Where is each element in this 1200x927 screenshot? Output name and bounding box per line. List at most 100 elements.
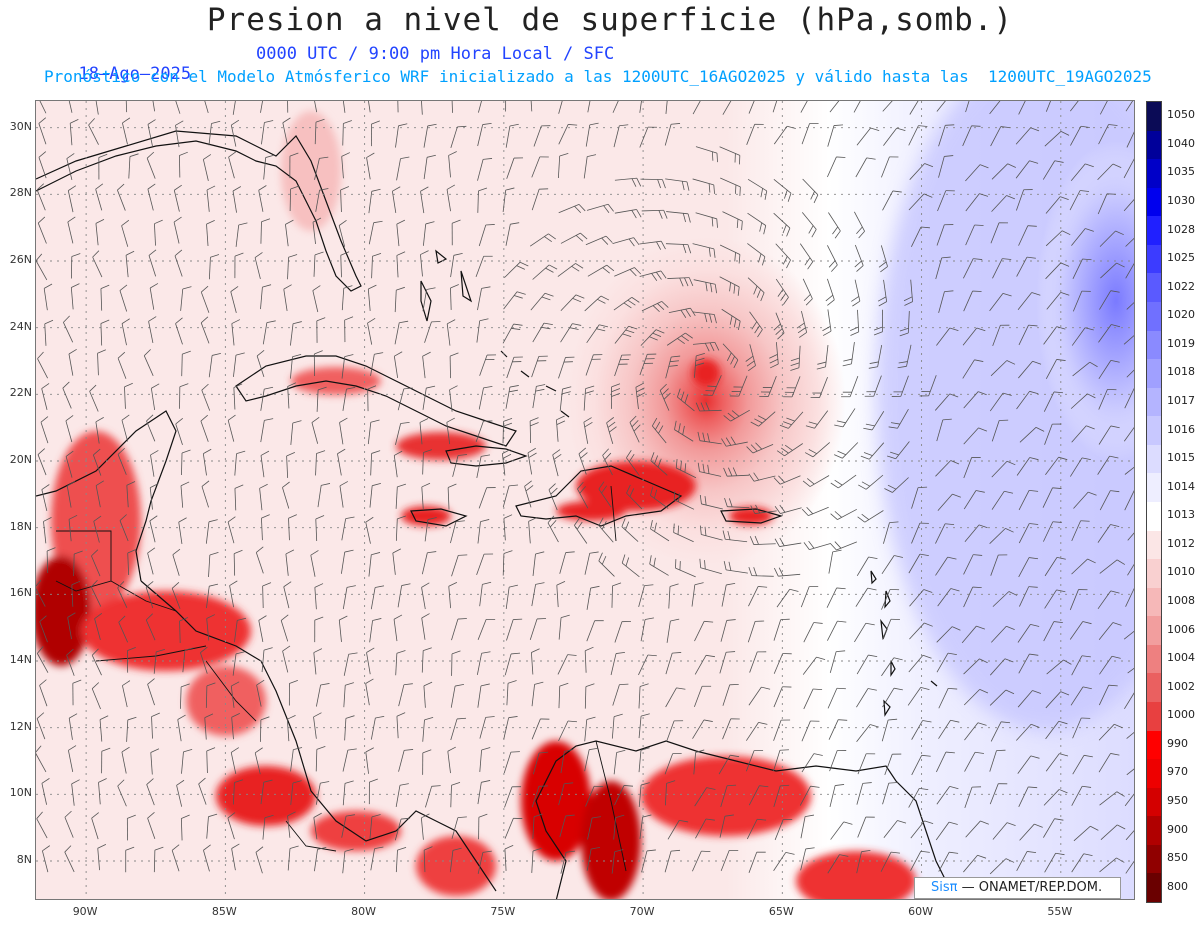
wind-barb [338,615,348,642]
pressure-map [35,100,1135,900]
colorbar-segment [1147,302,1161,332]
wind-barb [583,417,593,444]
wind-barb [639,353,657,376]
wind-barb [1071,558,1096,575]
wind-barb [285,549,295,576]
wind-barb [586,324,609,344]
wind-barb [367,419,380,445]
wind-barb [989,658,1014,676]
wind-barb [1045,691,1070,709]
wind-barb [147,812,156,840]
colorbar-label: 1035 [1167,165,1195,179]
wind-barb [891,375,909,397]
colorbar-segment [1147,530,1161,560]
wind-barb [881,588,900,610]
wind-barb [205,682,216,708]
credit-text: — ONAMET/REP.DOM. [957,880,1103,895]
wind-barb [63,315,74,343]
wind-barb [750,411,776,427]
wind-barb [90,579,102,607]
wind-barb [773,618,790,641]
wind-barb [260,218,271,244]
wind-barb [584,683,595,709]
wind-barb [1097,163,1122,181]
lon-label: 55W [1047,905,1073,918]
wind-barb [639,101,642,113]
wind-barb [425,785,441,808]
wind-barb [234,484,244,511]
wind-barb [963,658,988,675]
wind-barb [614,620,631,643]
wind-barb [200,285,210,313]
wind-barb [451,219,461,246]
wind-barb [834,442,859,459]
wind-barb [746,722,768,741]
wind-barb [72,679,82,706]
wind-barb [611,383,621,409]
colorbar-segment [1147,702,1161,732]
colorbar-label: 1018 [1167,365,1195,379]
wind-barb [366,152,375,180]
wind-barb [282,645,291,673]
wind-barb [532,751,549,775]
wind-barb [68,101,73,113]
wind-barb [315,683,330,707]
wind-barb [479,747,491,772]
wind-barb [233,549,243,576]
wind-barb [827,156,846,178]
wind-barb [639,814,652,839]
wind-barb [531,785,548,808]
wind-barb [395,650,406,676]
wind-barb [371,120,380,147]
wind-barb [612,683,629,706]
wind-barb [829,750,847,772]
wind-barb [126,646,136,673]
wind-barb [93,448,102,476]
wind-barb [397,387,413,411]
wind-barb [990,721,1011,742]
wind-barb [1072,717,1091,739]
wind-barb [532,551,545,576]
wind-barb [261,120,274,145]
wind-barb [1070,101,1079,112]
wind-barb [208,551,219,577]
wind-barb [611,582,622,608]
wind-barb [67,216,76,244]
wind-barb [154,219,163,246]
wind-barb [722,683,739,706]
colorbar-segment [1147,130,1161,160]
wind-barb [451,101,453,113]
wind-barb [290,321,302,346]
wind-barb [718,754,740,775]
wind-barb [834,408,856,428]
wind-barb [68,745,77,772]
wind-barb [803,540,831,550]
wind-barb [477,122,492,147]
wind-barb [557,654,577,675]
wind-barb [719,276,740,296]
wind-barb [800,847,815,871]
wind-barb [827,245,838,272]
wind-barb [878,245,888,273]
wind-barb [558,782,574,806]
wind-barb [452,454,468,477]
wind-barb [254,252,263,280]
wind-barb [1043,789,1068,806]
wind-barb [365,516,374,544]
wind-barb [39,679,48,707]
wind-barb [722,343,739,369]
wind-barb [641,209,668,219]
wind-barb [395,123,408,148]
wind-barb [450,684,465,708]
wind-barb [745,750,764,772]
wind-barb [149,515,158,543]
wind-barb [882,618,900,640]
wind-barb [992,258,1012,279]
wind-barb [693,279,718,294]
wind-barb [450,717,467,741]
wind-barb [260,418,274,443]
wind-barb [178,517,187,544]
wind-barb [478,813,488,840]
wind-barb [479,716,495,739]
wind-barb [1046,291,1070,310]
